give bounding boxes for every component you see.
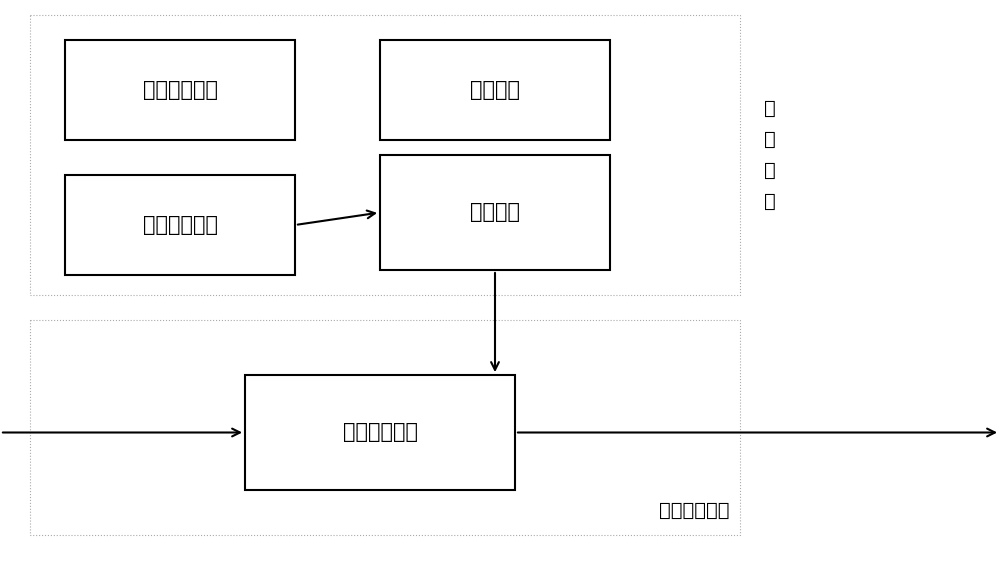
Bar — [380, 40, 610, 140]
Text: 驱动电路: 驱动电路 — [470, 203, 520, 223]
Bar — [65, 40, 295, 140]
Bar — [65, 175, 295, 275]
Text: 过冲控制电路: 过冲控制电路 — [143, 80, 218, 100]
Text: 信号产生电路: 信号产生电路 — [143, 215, 218, 235]
Text: 保护电路: 保护电路 — [470, 80, 520, 100]
Bar — [245, 375, 515, 490]
Bar — [380, 155, 610, 270]
Text: 全桥变换电路: 全桥变换电路 — [342, 422, 418, 443]
Text: 控
制
模
块: 控 制 模 块 — [764, 99, 776, 211]
Text: 功率变换模块: 功率变换模块 — [660, 501, 730, 520]
Bar — [30, 320, 740, 535]
Bar — [30, 15, 740, 295]
